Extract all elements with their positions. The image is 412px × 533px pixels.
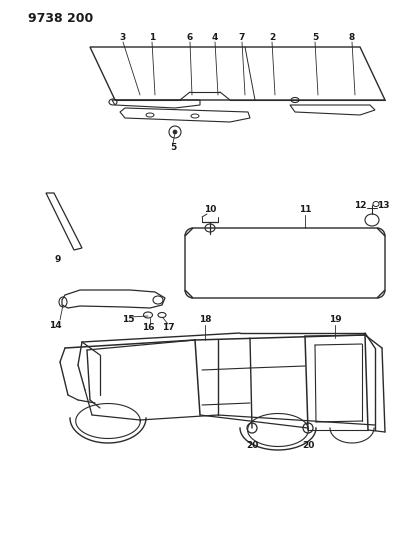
Text: 2: 2 (269, 33, 275, 42)
Text: 9: 9 (55, 255, 61, 264)
Text: 6: 6 (187, 33, 193, 42)
Text: 5: 5 (170, 143, 176, 152)
Text: 3: 3 (120, 33, 126, 42)
Text: 7: 7 (239, 33, 245, 42)
Text: 17: 17 (162, 324, 174, 333)
Text: 18: 18 (199, 316, 211, 325)
Text: 14: 14 (49, 320, 61, 329)
Text: 10: 10 (204, 206, 216, 214)
Text: 13: 13 (377, 200, 389, 209)
Text: 8: 8 (349, 33, 355, 42)
Text: 4: 4 (212, 33, 218, 42)
Text: 20: 20 (302, 440, 314, 449)
Text: 20: 20 (246, 440, 258, 449)
Text: 16: 16 (142, 324, 154, 333)
Text: 12: 12 (354, 200, 366, 209)
Text: 19: 19 (329, 316, 341, 325)
Circle shape (173, 130, 177, 134)
Text: 15: 15 (122, 316, 134, 325)
Text: 9738 200: 9738 200 (28, 12, 93, 25)
Text: 11: 11 (299, 206, 311, 214)
Text: 5: 5 (312, 33, 318, 42)
Text: 1: 1 (149, 33, 155, 42)
